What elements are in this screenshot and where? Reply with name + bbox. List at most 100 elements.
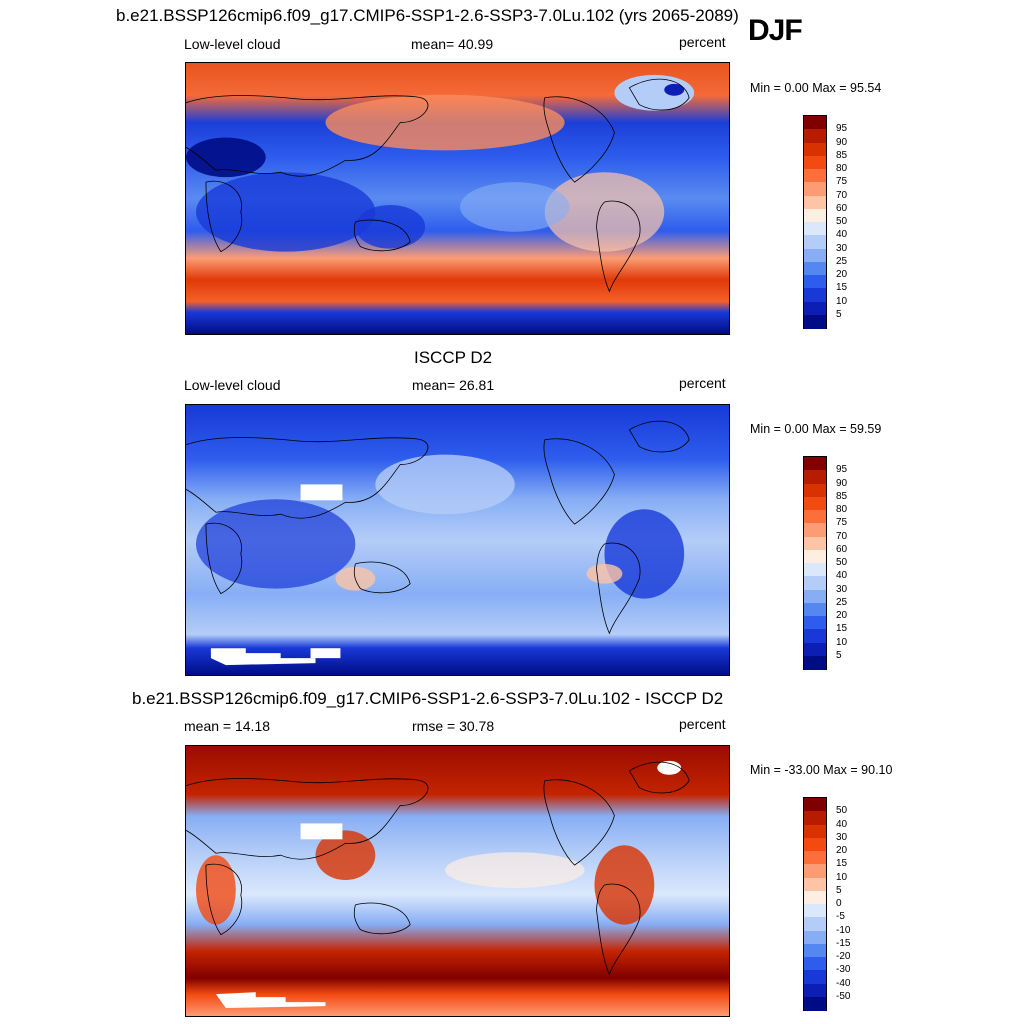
colorbar-tick-label: 70 (836, 530, 848, 542)
colorbar-swatch (804, 851, 826, 865)
colorbar-swatch (804, 288, 826, 302)
panel-2-coastlines (186, 420, 690, 635)
colorbar-tick-label: 40 (836, 818, 848, 830)
colorbar-tick-label: 50 (836, 805, 848, 817)
colorbar-swatch (804, 996, 826, 1011)
colorbar-tick-label: 30 (836, 583, 848, 595)
panel-1-mean-label: mean= 40.99 (411, 36, 494, 52)
colorbar-tick-label: -40 (836, 977, 851, 989)
panel-2-map-field (186, 405, 729, 675)
colorbar-tick-label: -15 (836, 937, 851, 949)
panel-2-colorbar: 95 90 85 80 75 70 60 50 40 30 25 20 15 10 5 (803, 456, 847, 670)
colorbar-swatch (804, 129, 826, 143)
colorbar-swatch (804, 314, 826, 329)
colorbar-tick-label: 75 (836, 517, 848, 529)
panel-1-title: b.e21.BSSP126cmip6.f09_g17.CMIP6-SSP1-2.… (116, 6, 739, 25)
colorbar-swatch (804, 261, 826, 276)
colorbar-tick-label: 85 (836, 490, 848, 502)
panel-1-map-field (186, 63, 729, 334)
colorbar-swatch (804, 248, 826, 263)
colorbar-tick-label: 90 (836, 477, 848, 489)
colorbar-swatch (804, 142, 826, 157)
colorbar-tick-label: 75 (836, 176, 848, 188)
panel-1-colorbar: 95 90 85 80 75 70 60 50 40 30 25 20 15 10 5 (803, 115, 847, 329)
colorbar-swatch (804, 116, 826, 130)
panel-1-minmax: Min = 0.00 Max = 95.54 (750, 81, 882, 95)
panel-1-variable-label: Low-level cloud (184, 36, 281, 52)
colorbar-swatch (804, 496, 826, 511)
colorbar-tick-label: 20 (836, 845, 848, 856)
season-label: DJF (748, 14, 803, 47)
colorbar-swatch (804, 890, 826, 905)
colorbar-tick-label: -50 (836, 990, 851, 1002)
panel-3-title: b.e21.BSSP126cmip6.f09_g17.CMIP6-SSP1-2.… (132, 689, 724, 708)
colorbar-swatch (804, 208, 826, 223)
panel-2-units-label: percent (679, 375, 726, 391)
colorbar-swatch (804, 824, 826, 839)
colorbar-tick-label: 60 (836, 202, 848, 214)
colorbar-swatch (804, 523, 826, 537)
colorbar-tick-label: 60 (836, 543, 848, 555)
colorbar-swatch (804, 589, 826, 604)
colorbar-tick-label: 70 (836, 189, 848, 201)
colorbar-tick-label: 80 (836, 504, 848, 515)
colorbar-swatch (804, 576, 826, 590)
colorbar-swatch (804, 602, 826, 617)
colorbar-swatch (804, 182, 826, 196)
colorbar-tick-label: -30 (836, 964, 851, 976)
colorbar-swatch (804, 904, 826, 918)
colorbar-swatch (804, 510, 826, 524)
colorbar-tick-label: 5 (836, 649, 842, 661)
panel-3-map-field (186, 746, 729, 1016)
panel-2-map (185, 404, 730, 676)
colorbar-tick-label: 90 (836, 136, 848, 148)
colorbar-swatch (804, 655, 826, 670)
colorbar-tick-label: 0 (836, 898, 842, 909)
panel-3-colorbar: 50 40 30 20 15 10 5 0 -5 -10 -15 -20 -30 -40 -50 (803, 797, 850, 1011)
colorbar-tick-label: 85 (836, 149, 848, 161)
panel-3-coastlines (186, 761, 690, 976)
colorbar-tick-label: 20 (836, 269, 848, 280)
colorbar-tick-label: 25 (836, 596, 848, 608)
colorbar-swatch (804, 169, 826, 183)
colorbar-tick-label: 10 (836, 636, 848, 648)
colorbar-tick-label: -10 (836, 924, 851, 936)
colorbar-swatch (804, 470, 826, 484)
panel-2-minmax: Min = 0.00 Max = 59.59 (750, 422, 882, 436)
colorbar-swatch (804, 222, 826, 236)
panel-1-units-label: percent (679, 34, 726, 50)
panel-3-rmse-label: rmse = 30.78 (412, 718, 495, 734)
colorbar-swatch (804, 629, 826, 643)
colorbar-tick-label: 50 (836, 557, 848, 568)
colorbar-tick-label: 10 (836, 295, 848, 307)
colorbar-tick-label: 30 (836, 831, 848, 843)
panel-3-minmax: Min = -33.00 Max = 90.10 (750, 763, 893, 777)
colorbar-swatch (804, 155, 826, 170)
colorbar-tick-label: 20 (836, 610, 848, 621)
colorbar-tick-label: 10 (836, 871, 848, 883)
colorbar-tick-label: -20 (836, 951, 851, 962)
colorbar-tick-label: 95 (836, 464, 848, 476)
colorbar-tick-label: 15 (836, 858, 848, 870)
panel-3-units-label: percent (679, 716, 726, 732)
panel-1-coastlines (186, 78, 690, 293)
colorbar-tick-label: 40 (836, 229, 848, 241)
colorbar-swatch (804, 943, 826, 958)
colorbar-swatch (804, 301, 826, 316)
colorbar-swatch (804, 563, 826, 577)
colorbar-tick-label: 15 (836, 623, 848, 635)
colorbar-swatch (804, 957, 826, 971)
colorbar-swatch (804, 195, 826, 210)
colorbar-swatch (804, 457, 826, 471)
panel-2-mean-label: mean= 26.81 (412, 377, 495, 393)
colorbar-tick-label: 95 (836, 123, 848, 135)
colorbar-tick-label: 40 (836, 570, 848, 582)
panel-3-mean-label: mean = 14.18 (184, 718, 271, 734)
panel-2-title: ISCCP D2 (414, 348, 493, 367)
colorbar-swatch (804, 983, 826, 998)
colorbar-swatch (804, 930, 826, 945)
colorbar-swatch (804, 917, 826, 931)
colorbar-swatch (804, 798, 826, 812)
panel-3-map (185, 745, 730, 1017)
colorbar-swatch (804, 616, 826, 630)
